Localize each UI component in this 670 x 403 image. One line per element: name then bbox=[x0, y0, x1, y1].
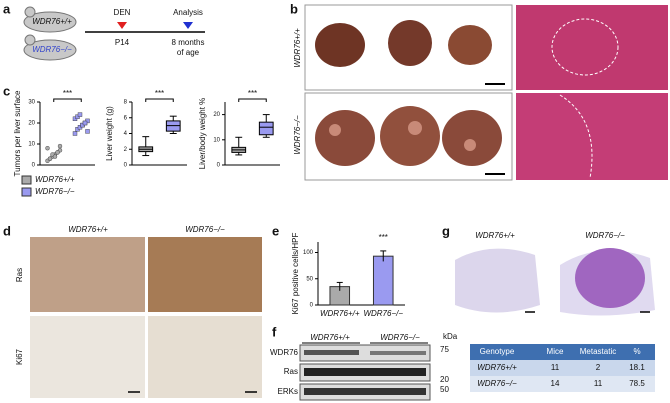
liver-photos bbox=[304, 4, 668, 181]
legend-label: WDR76+/+ bbox=[35, 175, 75, 184]
y-tick-label: 4 bbox=[124, 131, 128, 137]
table-header: Metastatic bbox=[580, 347, 616, 356]
blot bbox=[299, 344, 431, 401]
y-tick-label: 6 bbox=[124, 115, 128, 121]
y-tick-label: 8 bbox=[124, 100, 128, 106]
mouse-icon bbox=[23, 6, 77, 61]
panel-label: b bbox=[290, 1, 298, 16]
y-axis-label: Tumors per liver surface bbox=[13, 90, 22, 177]
box bbox=[258, 121, 274, 136]
panel-label: d bbox=[3, 223, 11, 238]
significance-bracket bbox=[238, 98, 267, 102]
significance-bracket bbox=[53, 98, 82, 102]
y-tick-label: 0 bbox=[217, 163, 221, 169]
y-axis-label: Ki67 positive cells/HPF bbox=[291, 232, 300, 314]
unit: kDa bbox=[443, 332, 458, 341]
bar bbox=[372, 255, 394, 306]
y-tick-label: 2 bbox=[124, 147, 128, 153]
y-tick-label: 20 bbox=[213, 112, 220, 118]
y-tick-label: 10 bbox=[213, 137, 220, 143]
treatment: DEN bbox=[114, 8, 131, 17]
marker: 50 bbox=[440, 385, 449, 394]
significance: *** bbox=[248, 89, 257, 98]
y-tick-label: 0 bbox=[310, 303, 314, 309]
panel-label: f bbox=[272, 324, 277, 339]
table-cell: WDR76+/+ bbox=[477, 363, 517, 372]
panel-label: e bbox=[272, 223, 279, 238]
panel-label: g bbox=[442, 223, 450, 238]
ihc-images bbox=[30, 237, 262, 398]
time: of age bbox=[177, 48, 200, 57]
panel-label: c bbox=[3, 83, 10, 98]
legend-swatch bbox=[21, 187, 32, 197]
table bbox=[470, 344, 655, 392]
table-cell: 11 bbox=[594, 379, 603, 388]
endpoint: Analysis bbox=[173, 8, 203, 17]
lung-images bbox=[455, 248, 655, 316]
lane-label: WDR76+/+ bbox=[310, 333, 350, 342]
x-tick-label: WDR76+/+ bbox=[320, 309, 360, 318]
column-label: WDR76−/− bbox=[185, 225, 225, 234]
table-cell: 14 bbox=[551, 379, 560, 388]
time: P14 bbox=[115, 38, 130, 47]
table-header: % bbox=[633, 347, 640, 356]
row-label: WDR76+/+ bbox=[293, 28, 302, 68]
time: 8 months bbox=[172, 38, 205, 47]
point bbox=[85, 129, 90, 134]
legend-label: WDR76−/− bbox=[35, 187, 75, 196]
marker: 20 bbox=[440, 375, 449, 384]
y-tick-label: 10 bbox=[28, 142, 35, 148]
x-tick-label: WDR76−/− bbox=[363, 309, 403, 318]
genotype: WDR76+/+ bbox=[32, 17, 72, 26]
y-axis-label: Liver weight (g) bbox=[105, 106, 114, 161]
y-tick-label: 0 bbox=[124, 163, 128, 169]
table-cell: WDR76−/− bbox=[477, 379, 517, 388]
legend-swatch bbox=[21, 175, 32, 185]
y-tick-label: 20 bbox=[28, 121, 35, 127]
significance: *** bbox=[379, 233, 388, 242]
column-label: WDR76+/+ bbox=[68, 225, 108, 234]
column-label: WDR76+/+ bbox=[475, 231, 515, 240]
point bbox=[55, 150, 60, 155]
significance-bracket bbox=[145, 98, 174, 102]
point bbox=[82, 120, 88, 126]
row-label: WDR76−/− bbox=[293, 115, 302, 155]
y-tick-label: 100 bbox=[303, 250, 314, 256]
table-header: Mice bbox=[547, 347, 564, 356]
table-cell: 11 bbox=[551, 363, 560, 372]
y-tick-label: 30 bbox=[28, 100, 35, 106]
row-label: ERKs bbox=[278, 387, 298, 396]
y-tick-label: 50 bbox=[306, 276, 313, 282]
genotype: WDR76−/− bbox=[32, 45, 72, 54]
row-label: Ras bbox=[284, 367, 298, 376]
significance: *** bbox=[155, 89, 164, 98]
point bbox=[77, 112, 83, 117]
row-label: Ki67 bbox=[15, 348, 24, 365]
table-cell: 18.1 bbox=[629, 363, 645, 372]
lane-label: WDR76−/− bbox=[380, 333, 420, 342]
table-header: Genotype bbox=[480, 347, 515, 356]
row-label: WDR76 bbox=[270, 348, 299, 357]
row-label: Ras bbox=[15, 268, 24, 282]
point bbox=[52, 154, 58, 159]
y-axis-label: Liver/body weight % bbox=[198, 98, 207, 170]
point bbox=[57, 143, 63, 149]
point bbox=[72, 131, 78, 136]
panel-label: a bbox=[3, 1, 11, 16]
column-label: WDR76−/− bbox=[585, 231, 625, 240]
point bbox=[45, 145, 50, 151]
analysis-marker bbox=[183, 22, 193, 29]
marker: 75 bbox=[440, 345, 449, 354]
significance: *** bbox=[63, 89, 72, 98]
den-marker bbox=[117, 22, 127, 29]
y-tick-label: 0 bbox=[32, 163, 36, 169]
table-cell: 78.5 bbox=[629, 379, 645, 388]
table-cell: 2 bbox=[596, 363, 601, 372]
point bbox=[47, 156, 53, 161]
